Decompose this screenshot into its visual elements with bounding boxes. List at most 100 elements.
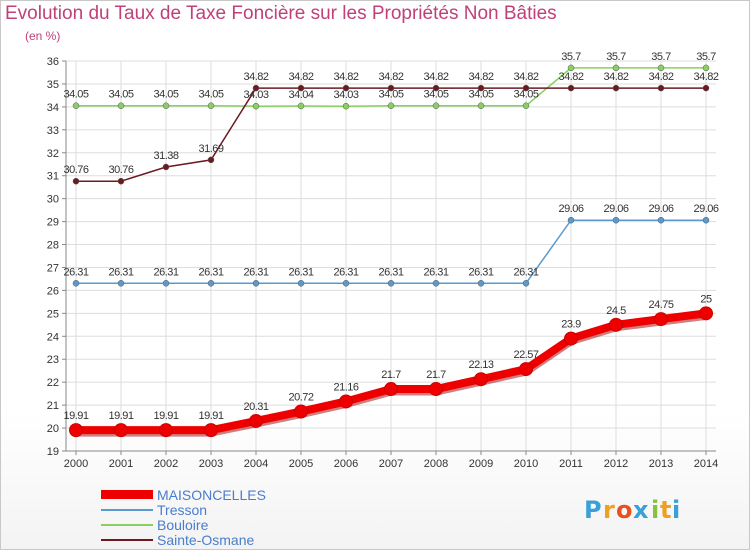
data-point-maisoncelles xyxy=(654,312,668,327)
data-point-sainte-osmane xyxy=(477,84,485,92)
x-tick-label: 2012 xyxy=(604,458,628,470)
data-label-bouloire: 34.05 xyxy=(423,89,448,101)
series-sainte-osmane xyxy=(72,84,710,185)
data-label-bouloire: 34.03 xyxy=(243,89,268,101)
x-tick-label: 2008 xyxy=(424,458,448,470)
data-point-bouloire xyxy=(702,64,710,72)
data-labels-layer: 26.31 26.31 26.31 26.31 26.31 26.31 26.31 26.31… xyxy=(63,51,719,422)
data-point-maisoncelles xyxy=(564,331,578,346)
series-maisoncelles xyxy=(69,306,713,438)
data-point-sainte-osmane xyxy=(252,84,260,92)
y-tick-label: 26 xyxy=(47,285,59,297)
data-label-tresson: 29.06 xyxy=(693,203,718,215)
chart-title: Evolution du Taux de Taxe Foncière sur l… xyxy=(5,3,557,24)
data-label-bouloire: 34.05 xyxy=(63,89,88,101)
data-point-sainte-osmane xyxy=(387,84,395,92)
data-point-sainte-osmane xyxy=(117,177,125,185)
data-label-sainte-osmane: 34.82 xyxy=(333,71,358,83)
data-label-sainte-osmane: 34.82 xyxy=(603,71,628,83)
series-tresson xyxy=(72,216,710,287)
data-point-sainte-osmane xyxy=(567,84,575,92)
data-label-bouloire: 35.7 xyxy=(606,51,626,63)
data-label-maisoncelles: 23.9 xyxy=(561,319,581,331)
legend-label-tresson: Tresson xyxy=(157,502,207,518)
logo-letter: P xyxy=(584,496,602,524)
data-point-bouloire xyxy=(72,102,80,109)
data-point-maisoncelles xyxy=(294,404,308,419)
x-tick-label: 2011 xyxy=(559,458,583,470)
y-tick-label: 28 xyxy=(47,240,59,252)
y-tick-label: 25 xyxy=(47,308,59,320)
data-label-tresson: 29.06 xyxy=(603,203,628,215)
data-point-tresson xyxy=(252,280,260,287)
x-tick-label: 2005 xyxy=(289,458,313,470)
y-tick-label: 20 xyxy=(47,423,59,435)
data-point-maisoncelles xyxy=(474,372,488,387)
axes: 19 20 21 22 23 24 25 26 27 28 29 30 31 32 33 34 35 36 2000… xyxy=(47,56,718,470)
y-tick-label: 36 xyxy=(47,56,59,68)
y-tick-label: 22 xyxy=(47,377,59,389)
data-point-bouloire xyxy=(387,102,395,109)
data-point-tresson xyxy=(117,280,125,287)
data-point-tresson xyxy=(207,280,215,287)
data-point-maisoncelles xyxy=(69,423,83,438)
logo-letter: o xyxy=(616,496,633,524)
data-label-bouloire: 34.05 xyxy=(198,89,223,101)
grid-lines xyxy=(66,60,716,452)
data-label-tresson: 26.31 xyxy=(243,266,268,278)
data-point-sainte-osmane xyxy=(702,84,710,92)
data-point-bouloire xyxy=(342,102,350,110)
data-point-maisoncelles xyxy=(249,413,263,428)
data-point-bouloire xyxy=(477,102,485,109)
data-label-bouloire: 34.05 xyxy=(468,89,493,101)
logo-letter: i xyxy=(672,496,680,524)
data-label-maisoncelles: 19.91 xyxy=(153,410,178,422)
data-label-maisoncelles: 22.13 xyxy=(468,359,493,371)
x-tick-label: 2009 xyxy=(469,458,493,470)
data-label-bouloire: 34.05 xyxy=(153,89,178,101)
data-label-maisoncelles: 19.91 xyxy=(63,410,88,422)
data-point-bouloire xyxy=(207,102,215,109)
x-tick-label: 2001 xyxy=(109,458,133,470)
data-label-bouloire: 35.7 xyxy=(696,51,716,63)
data-label-sainte-osmane: 31.69 xyxy=(198,143,223,155)
data-label-bouloire: 35.7 xyxy=(561,51,581,63)
x-tick-label: 2000 xyxy=(64,458,88,470)
data-label-tresson: 26.31 xyxy=(333,266,358,278)
data-point-bouloire xyxy=(432,102,440,109)
data-label-tresson: 26.31 xyxy=(108,266,133,278)
data-point-maisoncelles xyxy=(699,306,713,321)
legend-label-maisoncelles: MAISONCELLES xyxy=(157,487,266,503)
data-point-tresson xyxy=(477,280,485,287)
y-tick-label: 27 xyxy=(47,262,59,274)
legend-swatch-maisoncelles xyxy=(101,490,153,499)
data-label-sainte-osmane: 34.82 xyxy=(693,71,718,83)
data-point-maisoncelles xyxy=(519,362,533,377)
x-tick-label: 2013 xyxy=(649,458,673,470)
data-label-tresson: 26.31 xyxy=(63,266,88,278)
data-point-bouloire xyxy=(567,64,575,72)
data-label-sainte-osmane: 31.38 xyxy=(153,150,178,162)
y-tick-label: 35 xyxy=(47,79,59,91)
data-point-tresson xyxy=(702,216,710,224)
data-label-tresson: 26.31 xyxy=(513,266,538,278)
data-point-maisoncelles xyxy=(159,423,173,438)
data-label-tresson: 26.31 xyxy=(423,266,448,278)
y-tick-label: 19 xyxy=(47,446,59,458)
data-label-tresson: 29.06 xyxy=(648,203,673,215)
data-label-bouloire: 34.05 xyxy=(108,89,133,101)
data-label-sainte-osmane: 34.82 xyxy=(648,71,673,83)
x-tick-label: 2003 xyxy=(199,458,223,470)
data-point-tresson xyxy=(657,216,665,224)
data-label-bouloire: 34.05 xyxy=(513,89,538,101)
series-layer xyxy=(69,64,713,438)
logo-letter: i xyxy=(651,496,659,524)
x-tick-label: 2006 xyxy=(334,458,358,470)
data-label-maisoncelles: 19.91 xyxy=(108,410,133,422)
data-point-tresson xyxy=(432,280,440,287)
data-point-sainte-osmane xyxy=(657,84,665,92)
data-label-bouloire: 34.03 xyxy=(333,89,358,101)
data-label-tresson: 26.31 xyxy=(153,266,178,278)
